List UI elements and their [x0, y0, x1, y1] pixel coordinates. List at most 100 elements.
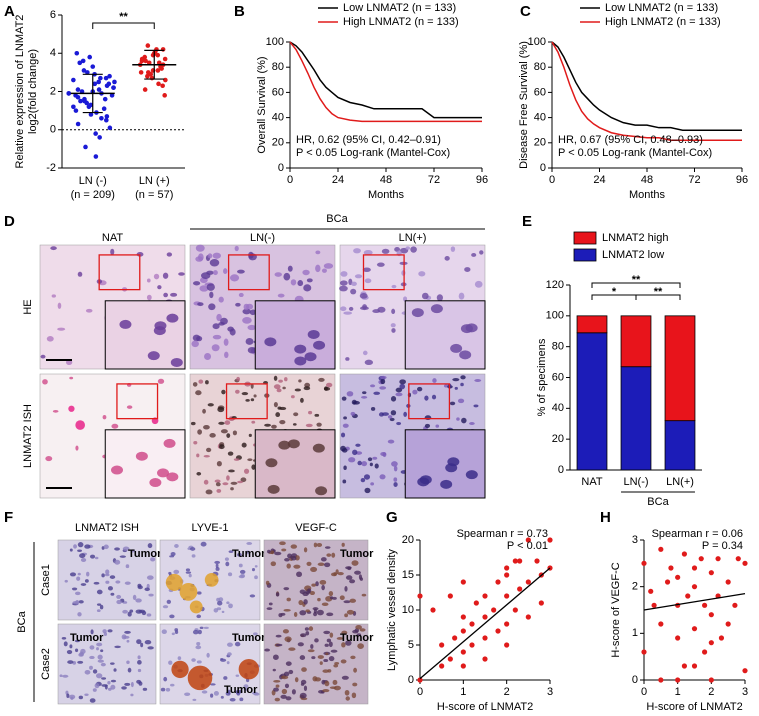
nucleus	[377, 306, 386, 313]
panel-letter: C	[520, 3, 531, 20]
nucleus	[297, 280, 304, 287]
nucleus	[239, 569, 246, 574]
nucleus	[464, 267, 471, 272]
nucleus	[121, 686, 127, 690]
micrograph	[189, 373, 336, 499]
nucleus	[235, 389, 240, 394]
data-point	[109, 93, 115, 98]
nucleus	[237, 480, 244, 484]
nucleus	[101, 684, 108, 687]
column-label: LN(+)	[399, 232, 427, 244]
nucleus	[149, 478, 162, 488]
nucleus	[243, 684, 249, 688]
nucleus	[115, 580, 121, 584]
legend-swatch	[573, 231, 597, 245]
nucleus	[110, 592, 115, 596]
panel-letter: B	[234, 3, 245, 20]
nucleus	[166, 472, 179, 482]
nucleus	[418, 271, 426, 277]
nucleus	[345, 696, 350, 701]
tumor-label: Tumor	[128, 548, 162, 560]
nucleus	[89, 655, 95, 660]
nucleus	[302, 269, 310, 276]
x-tick-label: 48	[380, 174, 392, 186]
nucleus	[330, 649, 338, 653]
data-point	[93, 154, 99, 159]
nucleus	[196, 471, 202, 476]
data-point	[658, 621, 664, 627]
nucleus	[135, 451, 148, 461]
bar-segment	[664, 315, 696, 422]
nucleus	[275, 643, 283, 647]
data-point	[83, 144, 88, 150]
nucleus	[432, 378, 437, 383]
nucleus	[99, 604, 104, 610]
nucleus	[310, 644, 314, 649]
nucleus	[97, 654, 103, 660]
nucleus	[212, 334, 222, 340]
nucleus	[90, 629, 94, 635]
x-tick-label: 72	[688, 174, 700, 186]
nucleus	[163, 292, 168, 298]
nucleus	[137, 583, 142, 588]
nucleus	[224, 420, 231, 425]
nucleus	[177, 656, 182, 661]
nucleus	[124, 682, 131, 686]
nucleus	[314, 413, 320, 417]
nucleus	[286, 563, 291, 569]
nucleus	[328, 655, 335, 662]
nucleus	[292, 423, 297, 426]
nucleus	[280, 675, 289, 680]
nucleus	[171, 632, 175, 636]
nucleus	[100, 649, 104, 653]
nucleus	[251, 567, 256, 572]
x-tick-label: 72	[428, 174, 440, 186]
data-point	[675, 677, 681, 683]
nucleus	[89, 645, 95, 650]
nucleus	[226, 642, 233, 647]
y-tick-label: 2	[632, 581, 638, 593]
nucleus	[77, 271, 83, 277]
nucleus	[202, 408, 206, 414]
nucleus	[245, 338, 254, 345]
nucleus	[76, 576, 81, 581]
nucleus	[343, 311, 352, 315]
nucleus	[214, 479, 221, 483]
x-axis-label: Months	[629, 189, 666, 201]
nucleus	[308, 626, 314, 631]
data-point	[143, 58, 148, 64]
nucleus	[80, 558, 87, 563]
y-tick-label: 20	[552, 433, 564, 445]
nucleus	[351, 692, 357, 699]
nucleus	[343, 600, 351, 604]
roi-box	[408, 383, 451, 420]
data-point	[71, 77, 76, 83]
stain-blob	[189, 600, 203, 614]
nucleus	[312, 607, 319, 611]
nucleus	[285, 661, 292, 666]
nucleus	[314, 638, 319, 643]
nucleus	[144, 587, 150, 592]
data-point	[504, 572, 510, 578]
nucleus	[93, 581, 100, 585]
annotation: Spearman r = 0.06	[652, 528, 743, 540]
nucleus	[360, 478, 366, 483]
nucleus	[250, 398, 255, 402]
nucleus	[146, 278, 151, 283]
nucleus	[216, 488, 222, 493]
nucleus	[281, 548, 287, 552]
nucleus	[147, 543, 153, 549]
nucleus	[372, 456, 378, 460]
nucleus	[96, 673, 103, 679]
panel-letter: D	[4, 213, 15, 230]
nucleus	[277, 406, 282, 410]
x-tick-label: 24	[332, 174, 344, 186]
nucleus	[229, 328, 236, 336]
column-label: NAT	[102, 232, 123, 244]
nucleus	[226, 475, 230, 481]
data-point	[447, 593, 453, 599]
micrograph	[339, 244, 486, 370]
nucleus	[376, 262, 385, 267]
nucleus	[211, 344, 220, 352]
data-point	[90, 64, 96, 69]
